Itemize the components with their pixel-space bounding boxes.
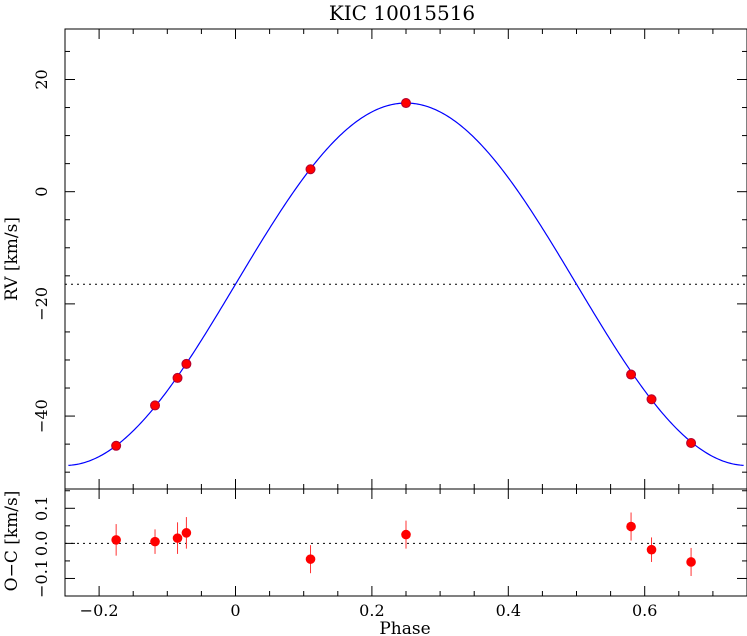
- residual-data-point: [401, 529, 411, 540]
- residual-x-ticks: −0.2 0 0.2 0.4 0.6: [64, 489, 747, 620]
- y-tick-label: −40: [32, 399, 51, 433]
- x-tick-label: 0: [230, 601, 240, 620]
- rv-y-ticks: 20 0 −20 −40: [32, 50, 747, 473]
- x-tick-label: 0.4: [496, 601, 521, 620]
- rv-data-point: [646, 394, 657, 405]
- rv-panel: 20 0 −20 −40 RV [km/s]: [2, 28, 747, 490]
- y-tick-label: 20: [32, 69, 51, 89]
- y-tick-label: −0.1: [32, 559, 51, 598]
- y-tick-label: 0: [32, 187, 51, 197]
- x-tick-label: −0.2: [80, 601, 119, 620]
- residual-y-ticks: 0.1 0.0 −0.1: [32, 490, 747, 598]
- residual-data-point: [150, 536, 160, 547]
- x-tick-label: 0.6: [632, 601, 657, 620]
- residual-data-point: [111, 535, 121, 545]
- rv-data-point: [305, 164, 316, 175]
- residual-data-point: [305, 554, 316, 564]
- y-tick-label: 0.1: [32, 496, 51, 521]
- residual-data-point: [686, 557, 696, 567]
- rv-data-point: [626, 369, 637, 380]
- residual-data-point: [646, 544, 657, 555]
- rv-data-point: [181, 358, 192, 369]
- y-tick-label: −20: [32, 287, 51, 321]
- residual-data-point: [172, 533, 183, 543]
- residual-data-point: [626, 521, 636, 532]
- rv-data-point: [686, 438, 697, 448]
- rv-data-point: [172, 372, 183, 383]
- residual-y-axis-label: O−C [km/s]: [2, 491, 22, 592]
- rv-panel-frame: [64, 28, 747, 490]
- rv-data-point: [111, 440, 122, 451]
- rv-x-ticks: [64, 29, 747, 489]
- x-tick-label: 0.2: [359, 601, 384, 620]
- chart-title: KIC 10015516: [329, 1, 475, 25]
- residual-data-points: [111, 512, 696, 577]
- y-tick-label: 0.0: [32, 531, 51, 556]
- x-axis-label: Phase: [379, 619, 430, 636]
- residual-panel: 0.1 0.0 −0.1 −0.2 0 0.2 0.4 0.6 O−C [km/s] Pha…: [2, 488, 747, 636]
- rv-data-point: [150, 400, 161, 411]
- rv-data-points: [111, 98, 697, 451]
- rv-data-point: [401, 98, 411, 109]
- residual-data-point: [181, 528, 192, 538]
- rv-y-axis-label: RV [km/s]: [2, 217, 22, 301]
